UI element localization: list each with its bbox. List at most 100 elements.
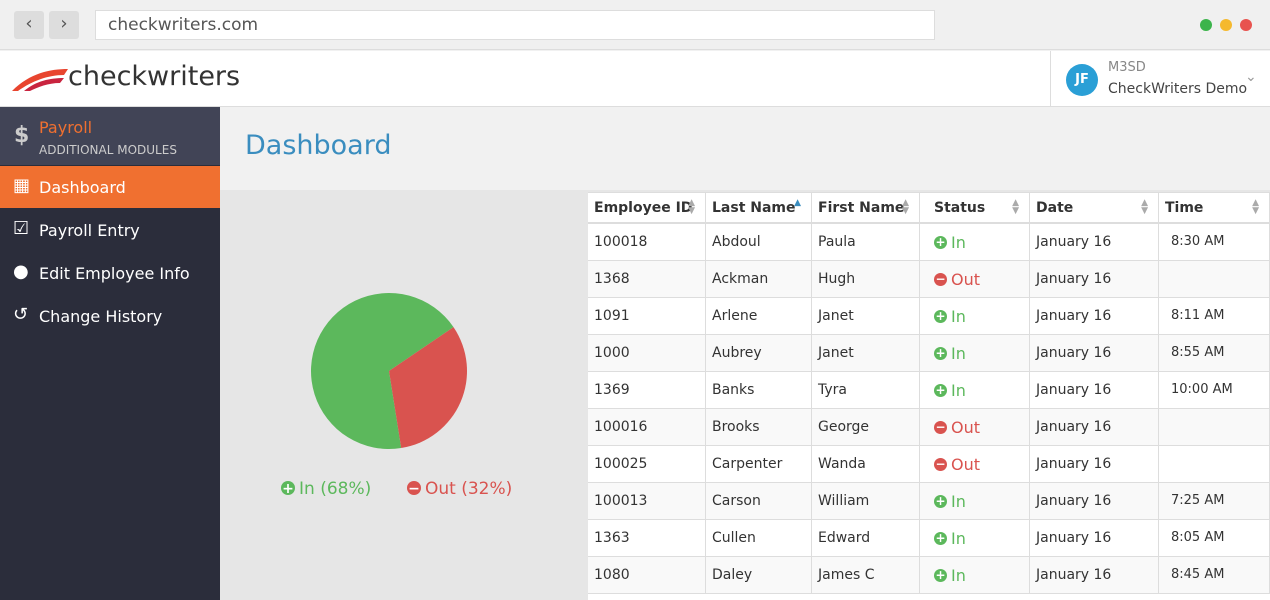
table-cell: Brooks — [712, 419, 760, 435]
table-cell: 8:55 AM — [1171, 345, 1225, 360]
forward-button[interactable]: › — [49, 11, 79, 39]
status-text: In — [951, 529, 966, 548]
cell-border — [1158, 224, 1159, 261]
nav-label: Change History — [39, 307, 163, 326]
cell-border — [919, 557, 920, 594]
table-cell: Janet — [818, 308, 854, 324]
table-cell: Ackman — [712, 271, 769, 287]
url-bar[interactable]: checkwriters.com — [95, 10, 935, 40]
header-label: Employee ID — [594, 200, 693, 216]
table-row: 1363 Cullen Edward + In January 16 8:05 AM — [588, 520, 1270, 557]
legend-icon — [281, 481, 295, 495]
table-cell: January 16 — [1036, 456, 1112, 472]
dollar-icon: $ — [14, 123, 30, 148]
cell-border — [919, 409, 920, 446]
nav-item[interactable]: ↺ Change History — [0, 295, 220, 337]
table-cell: 10:00 AM — [1171, 382, 1233, 397]
nav-icon: ● — [13, 261, 29, 282]
table-cell: 1368 — [594, 271, 630, 287]
column-header[interactable]: Time ▲ ▼ — [1159, 192, 1270, 224]
table-row: 1000 Aubrey Janet + In January 16 8:55 AM — [588, 335, 1270, 372]
cell-border — [919, 335, 920, 372]
back-button[interactable]: ‹ — [14, 11, 44, 39]
cell-border — [705, 520, 706, 557]
status-text: In — [951, 233, 966, 252]
logo-text[interactable]: checkwriters — [68, 61, 241, 92]
table-cell: 1080 — [594, 567, 630, 583]
table-cell: 7:25 AM — [1171, 493, 1225, 508]
cell-border — [1029, 298, 1030, 335]
column-header[interactable]: Last Name ▲ — [706, 192, 812, 224]
window-dot[interactable] — [1220, 19, 1232, 31]
nav-item[interactable]: ☑ Payroll Entry — [0, 209, 220, 251]
cell-border — [919, 372, 920, 409]
table-cell: James C — [818, 567, 875, 583]
table-cell: Abdoul — [712, 234, 761, 250]
column-header[interactable]: First Name ▲ ▼ — [812, 192, 920, 224]
account-dropdown[interactable]: ⌄ — [1245, 69, 1257, 85]
status-text: Out — [951, 270, 981, 289]
column-header[interactable]: Date ▲ ▼ — [1030, 192, 1159, 224]
nav-item[interactable]: ● Edit Employee Info — [0, 252, 220, 294]
legend-label: Out (32%) — [425, 479, 512, 499]
status-icon: + — [934, 235, 947, 249]
cell-border — [811, 224, 812, 261]
status-text: In — [951, 307, 966, 326]
cell-border — [705, 409, 706, 446]
cell-border — [1158, 446, 1159, 483]
module-block[interactable]: $ Payroll ADDITIONAL MODULES — [0, 107, 220, 165]
cell-border — [705, 557, 706, 594]
company-name: CheckWriters Demo — [1108, 81, 1248, 97]
table-row: 1080 Daley James C + In January 16 8:45 AM — [588, 557, 1270, 594]
cell-border — [1158, 483, 1159, 520]
cell-border — [705, 224, 706, 261]
status-icon: − — [934, 272, 947, 286]
table-cell: January 16 — [1036, 567, 1112, 583]
table-row: 1369 Banks Tyra + In January 16 10:00 AM — [588, 372, 1270, 409]
table-cell: January 16 — [1036, 308, 1112, 324]
status-text: In — [951, 381, 966, 400]
table-row: 1368 Ackman Hugh − Out January 16 — [588, 261, 1270, 298]
sort-icon: ▲ ▼ — [688, 198, 695, 216]
status-icon: + — [934, 568, 947, 582]
cell-border — [919, 261, 920, 298]
table-cell: Tyra — [818, 382, 847, 398]
table-cell: Edward — [818, 530, 871, 546]
cell-border — [705, 335, 706, 372]
cell-border — [1029, 446, 1030, 483]
table-cell: 1363 — [594, 530, 630, 546]
table-cell: Cullen — [712, 530, 756, 546]
table-cell: Hugh — [818, 271, 856, 287]
cell-border — [705, 483, 706, 520]
window-dot[interactable] — [1240, 19, 1252, 31]
table-cell: Carpenter — [712, 456, 783, 472]
header-label: Last Name — [712, 200, 796, 216]
cell-border — [1158, 335, 1159, 372]
cell-border — [1158, 520, 1159, 557]
status-text: In — [951, 492, 966, 511]
browser-bar: ‹ › checkwriters.com — [0, 0, 1270, 50]
header-label: Status — [934, 200, 986, 216]
table-cell: January 16 — [1036, 271, 1112, 287]
window-dot[interactable] — [1200, 19, 1212, 31]
column-header[interactable]: Status ▲ ▼ — [920, 192, 1030, 224]
table-cell: Wanda — [818, 456, 866, 472]
nav-item[interactable]: ▦ Dashboard — [0, 166, 220, 208]
cell-border — [919, 520, 920, 557]
table-cell: Banks — [712, 382, 755, 398]
table-cell: January 16 — [1036, 419, 1112, 435]
employee-table: Employee ID ▲ ▼ Last Name ▲ First Name ▲ ▼ Statu… — [588, 192, 1270, 600]
avatar[interactable]: JF — [1066, 64, 1098, 96]
pie-slice — [389, 327, 467, 449]
module-name: Payroll — [39, 118, 93, 137]
cell-border — [705, 298, 706, 335]
table-cell: January 16 — [1036, 493, 1112, 509]
column-header[interactable]: Employee ID ▲ ▼ — [588, 192, 706, 224]
table-cell: 100013 — [594, 493, 648, 509]
table-row: 100025 Carpenter Wanda − Out January 16 — [588, 446, 1270, 483]
cell-border — [1158, 372, 1159, 409]
cell-border — [1029, 261, 1030, 298]
status-text: Out — [951, 418, 981, 437]
cell-border — [1158, 409, 1159, 446]
status-icon: + — [934, 494, 947, 508]
